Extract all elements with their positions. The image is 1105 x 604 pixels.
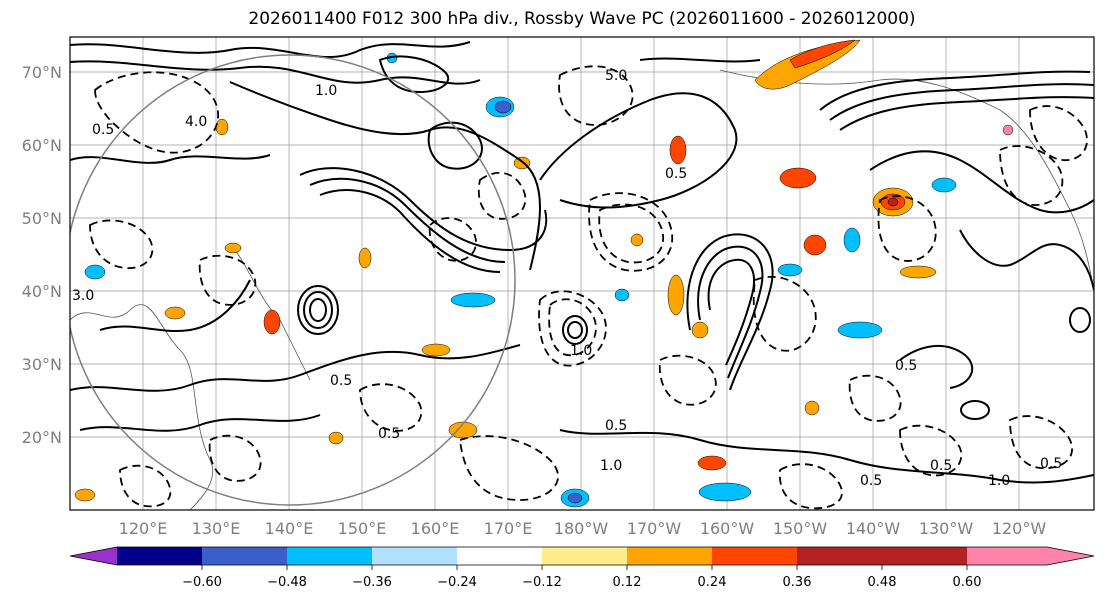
colorbar-tick-label: 0.12 xyxy=(613,575,642,590)
colorbar-segment xyxy=(967,547,1048,565)
contour-label: 1.0 xyxy=(570,343,592,359)
projection-circle xyxy=(70,54,516,506)
contour-label: 3.0 xyxy=(72,288,94,304)
positive-contours xyxy=(70,41,1094,484)
contour-labels: 5.0 1.0 0.5 0.5 1.0 0.5 1.0 0.5 3.0 4.0 … xyxy=(72,68,1062,489)
graticule xyxy=(70,37,1094,510)
colorbar-tick-label: −0.24 xyxy=(437,575,477,590)
lon-label: 150°E xyxy=(338,519,387,538)
colorbar-tick-label: 0.48 xyxy=(868,575,897,590)
colorbar-tick-label: 0.60 xyxy=(953,575,982,590)
colorbar-segment xyxy=(627,547,713,565)
contour-label: 1.0 xyxy=(315,83,337,99)
colorbar-tick-label: −0.60 xyxy=(182,575,222,590)
contour-label: 0.5 xyxy=(665,166,687,182)
contour-label: 0.5 xyxy=(330,373,352,389)
negative-contours xyxy=(89,65,1088,510)
colorbar-ticks xyxy=(201,565,968,570)
contour-label: 0.5 xyxy=(92,122,114,138)
map-title: 2026011400 F012 300 hPa div., Rossby Wav… xyxy=(248,9,916,29)
map-panel xyxy=(70,37,1094,510)
colorbar-segment xyxy=(202,547,288,565)
lat-label: 60°N xyxy=(22,136,62,155)
lat-label: 20°N xyxy=(22,428,62,447)
lon-label: 170°E xyxy=(484,519,533,538)
lon-label: 170°W xyxy=(627,519,682,538)
contour-label: 0.5 xyxy=(1040,456,1062,472)
map-border xyxy=(69,36,1095,511)
colorbar-segment xyxy=(457,547,543,565)
lon-label: 160°E xyxy=(411,519,460,538)
lon-label: 160°W xyxy=(700,519,755,538)
lon-label: 130°E xyxy=(192,519,241,538)
colorbar-segment xyxy=(287,547,373,565)
colorbar-segment xyxy=(712,547,798,565)
colorbar-tick-label: 0.36 xyxy=(783,575,812,590)
colorbar-segment xyxy=(797,547,883,565)
lon-label: 180°W xyxy=(554,519,609,538)
colorbar-tick-label: −0.36 xyxy=(352,575,392,590)
colorbar-segment xyxy=(372,547,458,565)
colorbar: −0.60 −0.48 −0.36 −0.24 −0.12 0.12 0.24 … xyxy=(69,546,1095,590)
shading xyxy=(74,39,1014,508)
colorbar-tick-label: 0.24 xyxy=(698,575,727,590)
contour-label: 0.5 xyxy=(930,458,952,474)
colorbar-segment xyxy=(542,547,628,565)
lon-label: 140°E xyxy=(265,519,314,538)
colorbar-outline xyxy=(69,546,1095,566)
colorbar-tick-label: −0.48 xyxy=(267,575,307,590)
colorbar-extend-right xyxy=(1047,547,1094,565)
lat-label: 40°N xyxy=(22,282,62,301)
contour-label: 1.0 xyxy=(600,458,622,474)
contour-label: 0.5 xyxy=(605,418,627,434)
contour-label: 4.0 xyxy=(185,114,207,130)
latitude-labels: 70°N 60°N 50°N 40°N 30°N 20°N xyxy=(22,63,62,447)
contour-label: 0.5 xyxy=(860,473,882,489)
contour-label: 5.0 xyxy=(605,68,627,84)
lon-label: 130°W xyxy=(919,519,974,538)
lon-label: 120°E xyxy=(119,519,168,538)
lon-label: 120°W xyxy=(992,519,1047,538)
lon-label: 140°W xyxy=(846,519,901,538)
lat-label: 50°N xyxy=(22,209,62,228)
colorbar-segment xyxy=(882,547,968,565)
contour-label: 0.5 xyxy=(378,426,400,442)
colorbar-segment xyxy=(117,547,203,565)
lat-label: 30°N xyxy=(22,355,62,374)
colorbar-extend-left xyxy=(70,547,117,565)
map-content: 5.0 1.0 0.5 0.5 1.0 0.5 1.0 0.5 3.0 4.0 … xyxy=(70,37,1094,510)
colorbar-tick-label: −0.12 xyxy=(522,575,562,590)
contour-label: 0.5 xyxy=(895,358,917,374)
contour-label: 1.0 xyxy=(988,473,1010,489)
lon-label: 150°W xyxy=(773,519,828,538)
longitude-labels: 120°E 130°E 140°E 150°E 160°E 170°E 180°… xyxy=(119,519,1047,538)
lat-label: 70°N xyxy=(22,63,62,82)
